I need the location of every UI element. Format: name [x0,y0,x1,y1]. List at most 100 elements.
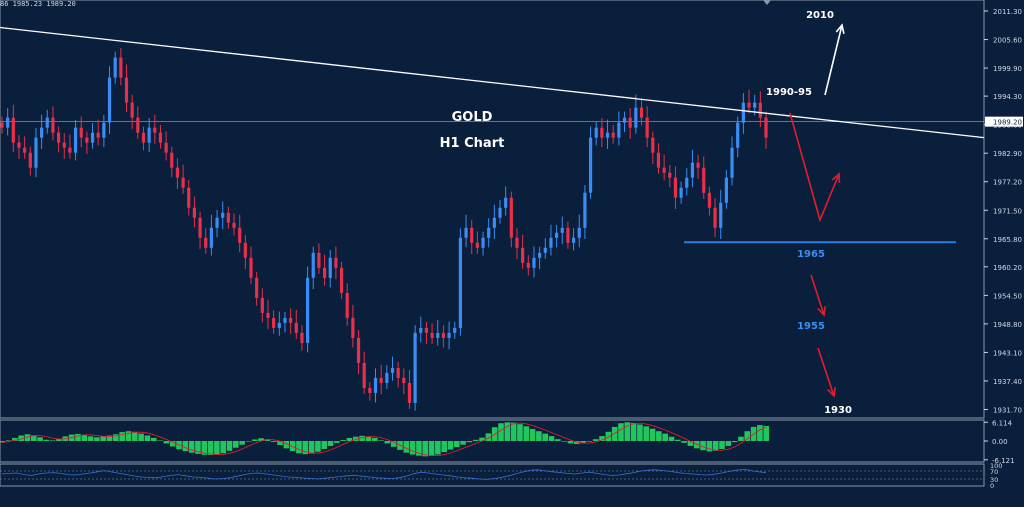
oscillator-bar [352,436,359,441]
oscillator-bar [605,431,612,441]
oscillator-bar [37,437,43,441]
candle-body [119,57,123,78]
arrow-shaft [810,274,825,316]
oscillator-bar [454,441,460,448]
oscillator-bar [403,441,410,453]
oscillator-bar [390,441,397,447]
oscillator-bar [18,435,24,441]
candle-body [23,147,27,153]
candle-body [560,227,564,233]
oscillator-bar [643,426,650,441]
oscillator-bar [681,441,687,443]
candle-body [521,247,525,263]
price-tick-label: 1931.70 [993,406,1022,414]
oscillator-bar [251,439,258,441]
oscillator-bar [466,441,473,443]
price-tick-label: 2005.60 [993,37,1022,45]
arrow-head [817,305,827,317]
candle-body [28,152,32,168]
current-price-label: 1989.20 [993,119,1022,127]
candle-body [747,102,751,108]
oscillator-bar [302,441,309,455]
candle-body [136,117,140,133]
candle-body [192,207,197,218]
candle-body [509,197,513,238]
chart-subtitle: H1 Chart [440,136,505,151]
oscillator-bar [757,425,763,441]
candle-body [272,317,276,328]
resistance-trendline [0,26,985,139]
oscillator-bar [30,435,37,441]
oscillator-bar [763,425,769,441]
candle-body [68,147,72,153]
oscillator-bar [308,441,315,454]
candle-body [713,207,717,228]
oscillator-bar [687,441,694,446]
oscillator-bar [296,441,302,454]
candle-body [124,77,129,103]
candle-body [362,362,366,388]
price-pane[interactable] [0,0,985,419]
oscillator-bar [106,435,113,441]
oscillator-bar [113,434,119,441]
oscillator-bar [239,441,245,445]
rsi-pane-border [0,463,985,487]
arrow-head [827,386,836,398]
candle-body [424,327,429,333]
candle-body [758,102,762,118]
oscillator-bar [49,440,56,441]
rsi-tick-label: 30 [990,476,998,484]
rsi-line [1,468,767,480]
candle-body [571,237,576,243]
rsi-tick-label: 70 [990,468,998,476]
candle-body [209,227,213,248]
oscillator-bar [580,441,586,444]
candle-body [90,132,95,143]
candle-body [458,237,462,328]
oscillator-bar [592,439,599,441]
candle-body [147,127,151,143]
candle-body [187,187,191,208]
candle-body [170,152,174,168]
oscillator-bar [725,441,732,446]
oscillator-bar [346,437,353,441]
oscillator-bar [334,441,340,443]
oscillator-bar [321,441,328,449]
candle-body [198,217,202,238]
candle-body [6,117,10,128]
candle-body [379,377,383,383]
oscillator-bar [675,439,681,441]
oscillator-bar [460,441,466,445]
oscillator-bar [182,441,189,452]
candle-body [594,127,598,138]
oscillator-bar [656,431,662,441]
candle-body [243,242,247,258]
oscillator-bar [264,439,271,441]
candle-body [622,117,627,123]
arrow-head [835,23,845,34]
oscillator-pane[interactable] [0,419,985,463]
oscillator-bar [163,441,170,444]
rsi-pane[interactable] [0,463,985,487]
oscillator-bar [220,441,226,454]
arrow-bear-then-bounce [789,112,841,223]
chart-annotations: GOLD H1 Chart 2010 1990-95 1965 1955 193… [440,10,852,416]
candle-body [73,127,78,153]
oscillator-bar [119,432,125,441]
label-target-up: 2010 [806,10,834,21]
oscillator-bar [447,441,454,450]
oscillator-bar [479,437,485,441]
candle-body [611,132,615,138]
oscillator-bar [169,441,176,447]
candle-body [300,332,304,343]
candle-body [662,167,666,173]
oscillator-tick-label: 6.114 [992,419,1013,427]
oscillator-bar [416,441,422,456]
oscillator-bar [81,434,88,441]
candle-body [702,167,706,193]
candle-body [685,177,689,188]
oscillator-bar [340,440,346,441]
oscillator-bar [744,431,751,441]
